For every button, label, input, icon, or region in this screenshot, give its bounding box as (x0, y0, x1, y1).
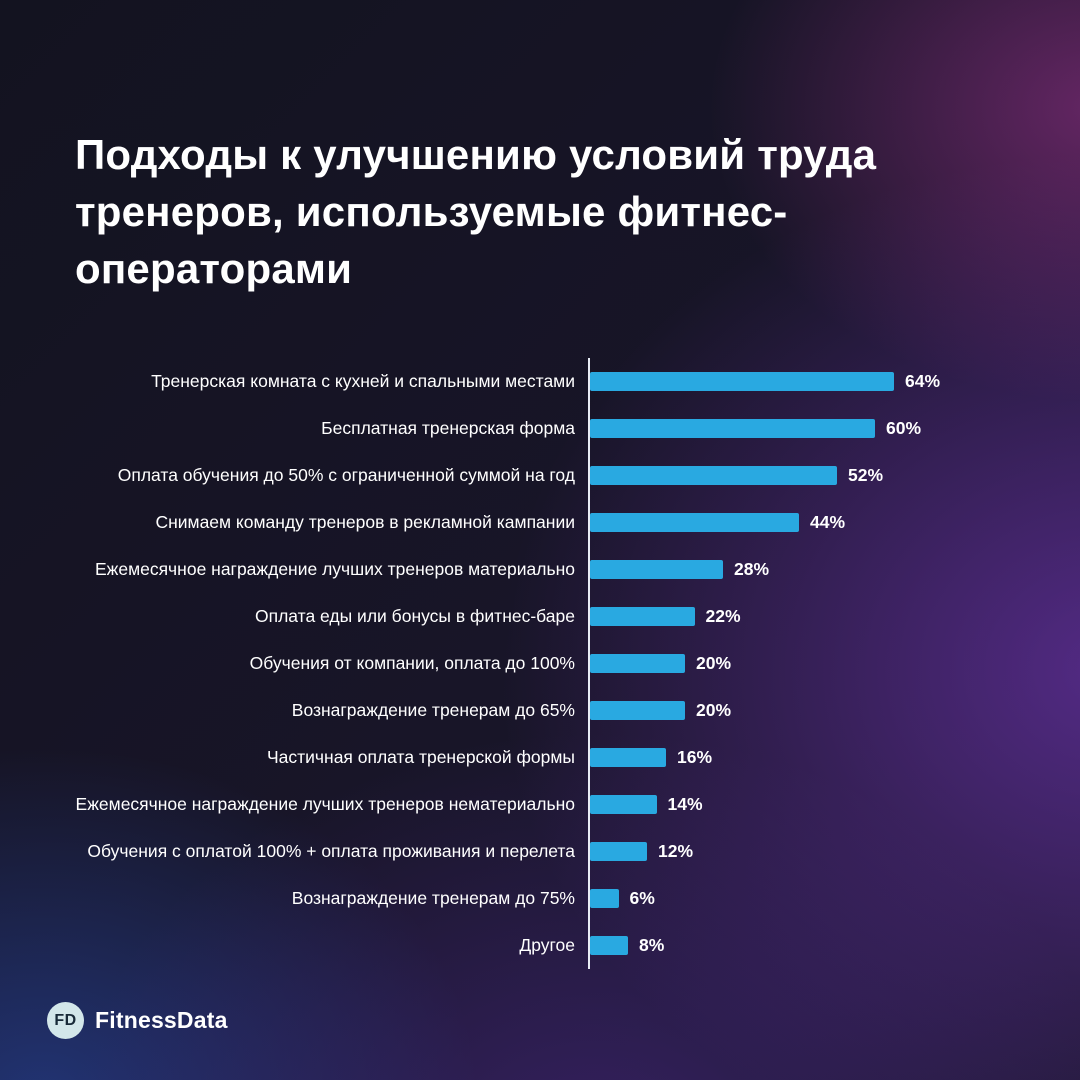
bar (590, 936, 628, 955)
chart-row: Обучения с оплатой 100% + оплата прожива… (0, 828, 1080, 875)
category-label: Ежемесячное награждение лучших тренеров … (75, 794, 575, 814)
chart-row: Ежемесячное награждение лучших тренеров … (0, 546, 1080, 593)
bar-chart: Тренерская комната с кухней и спальными … (0, 358, 1080, 969)
category-label: Обучения с оплатой 100% + оплата прожива… (87, 841, 575, 861)
bar (590, 701, 685, 720)
bar (590, 748, 666, 767)
category-label: Вознаграждение тренерам до 75% (291, 888, 575, 908)
category-label: Вознаграждение тренерам до 65% (291, 700, 575, 720)
value-label: 60% (886, 418, 922, 438)
value-label: 28% (734, 559, 770, 579)
value-label: 20% (696, 653, 732, 673)
chart-row: Оплата обучения до 50% с ограниченной су… (0, 452, 1080, 499)
bar-cell: 16% (588, 734, 1080, 781)
page-title-line-2: тренеров, используемые фитнес- (75, 188, 788, 235)
chart-row: Тренерская комната с кухней и спальными … (0, 358, 1080, 405)
page-title: Подходы к улучшению условий труда тренер… (75, 126, 876, 297)
category-label: Оплата еды или бонусы в фитнес-баре (255, 606, 575, 626)
bar (590, 795, 657, 814)
value-label: 52% (848, 465, 884, 485)
bar (590, 560, 723, 579)
chart-row: Другое 8% (0, 922, 1080, 969)
bar-cell: 64% (588, 358, 1080, 405)
chart-row: Обучения от компании, оплата до 100% 20% (0, 640, 1080, 687)
bar-cell: 20% (588, 687, 1080, 734)
bar (590, 419, 875, 438)
category-label: Обучения от компании, оплата до 100% (249, 653, 575, 673)
category-label: Ежемесячное награждение лучших тренеров … (94, 559, 575, 579)
bar-cell: 44% (588, 499, 1080, 546)
bar-cell: 8% (588, 922, 1080, 969)
bar-cell: 20% (588, 640, 1080, 687)
bar (590, 607, 695, 626)
value-label: 8% (639, 935, 665, 955)
page-title-line-3: операторами (75, 245, 353, 292)
value-label: 64% (905, 371, 941, 391)
chart-row: Частичная оплата тренерской формы 16% (0, 734, 1080, 781)
chart-row: Ежемесячное награждение лучших тренеров … (0, 781, 1080, 828)
chart-row: Вознаграждение тренерам до 65% 20% (0, 687, 1080, 734)
page-title-line-1: Подходы к улучшению условий труда (75, 131, 877, 178)
bar (590, 372, 894, 391)
category-label: Оплата обучения до 50% с ограниченной су… (117, 465, 575, 485)
chart-row: Снимаем команду тренеров в рекламной кам… (0, 499, 1080, 546)
brand-footer: FD FitnessData (47, 1002, 228, 1039)
bar-cell: 28% (588, 546, 1080, 593)
value-label: 16% (677, 747, 713, 767)
bar-cell: 6% (588, 875, 1080, 922)
bar-cell: 52% (588, 452, 1080, 499)
category-label: Бесплатная тренерская форма (321, 418, 575, 438)
value-label: 20% (696, 700, 732, 720)
fitnessdata-logo-icon: FD (47, 1002, 84, 1039)
chart-row: Вознаграждение тренерам до 75% 6% (0, 875, 1080, 922)
category-label: Другое (519, 935, 575, 955)
bar-cell: 60% (588, 405, 1080, 452)
category-label: Тренерская комната с кухней и спальными … (151, 371, 575, 391)
chart-row: Бесплатная тренерская форма 60% (0, 405, 1080, 452)
bar-cell: 22% (588, 593, 1080, 640)
value-label: 22% (705, 606, 741, 626)
bar-cell: 12% (588, 828, 1080, 875)
value-label: 12% (658, 841, 694, 861)
bar (590, 889, 619, 908)
bar-cell: 14% (588, 781, 1080, 828)
value-label: 44% (810, 512, 846, 532)
chart-row: Оплата еды или бонусы в фитнес-баре 22% (0, 593, 1080, 640)
category-label: Снимаем команду тренеров в рекламной кам… (155, 512, 575, 532)
brand-name: FitnessData (95, 1007, 228, 1033)
bar (590, 654, 685, 673)
bar (590, 466, 837, 485)
value-label: 6% (629, 888, 655, 908)
bar (590, 513, 799, 532)
category-label: Частичная оплата тренерской формы (266, 747, 575, 767)
value-label: 14% (667, 794, 703, 814)
bar (590, 842, 647, 861)
